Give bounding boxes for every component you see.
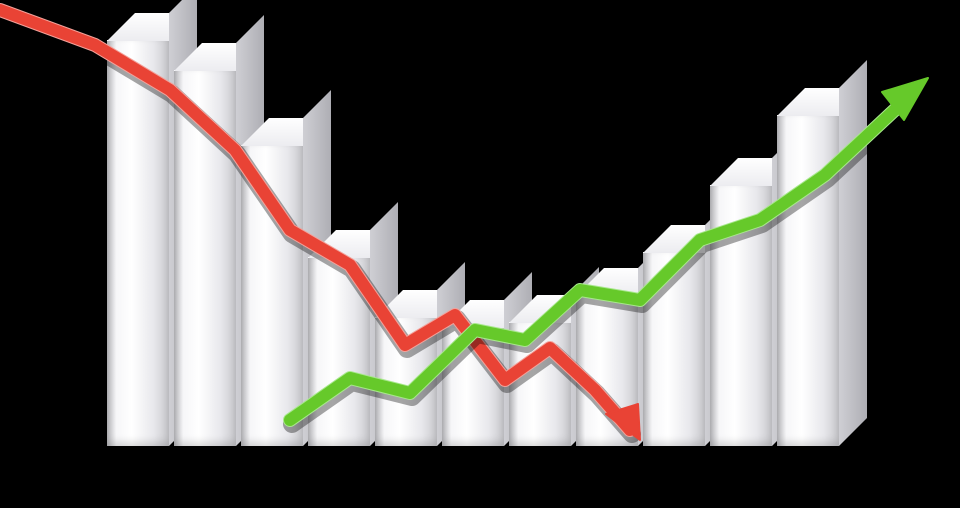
bar-10 [710,185,772,446]
bar-11 [777,115,839,446]
bar-7 [509,322,571,446]
bar-4 [308,257,370,446]
bar-group [0,0,960,508]
bar-9 [643,252,705,446]
bar-3 [241,145,303,446]
bar-1 [107,40,169,446]
bar-8 [576,295,638,446]
bar-6 [442,327,504,446]
chart-stage [0,0,960,508]
bar-5 [375,317,437,446]
bar-2 [174,70,236,446]
